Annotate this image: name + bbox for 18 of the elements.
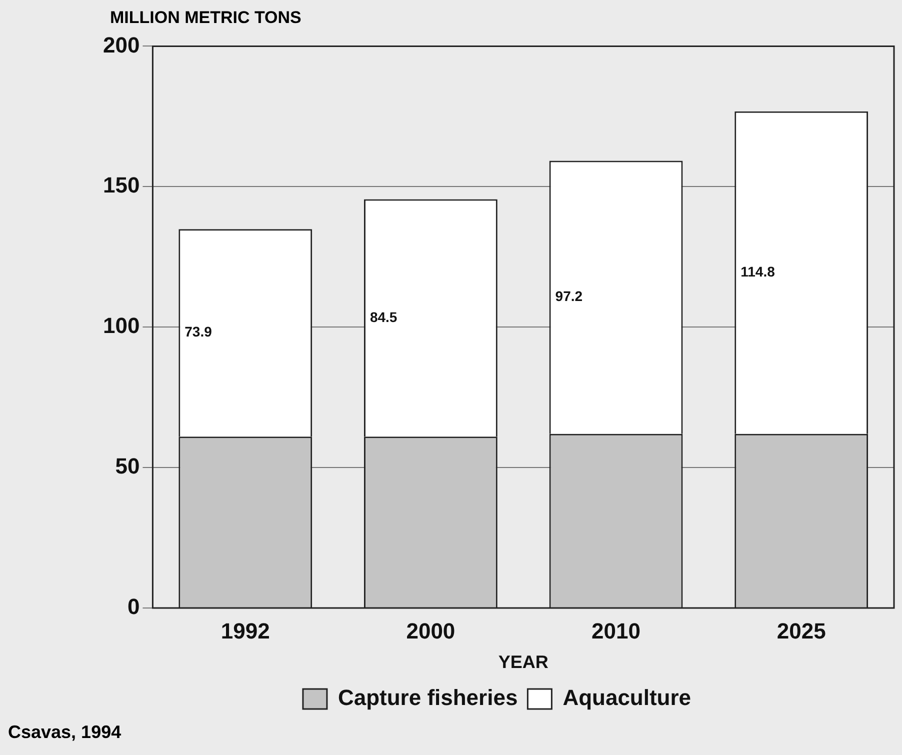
y-tick-label: 200 [102, 32, 140, 58]
data-label: 84.5 [370, 308, 398, 325]
y-tick-label: 100 [102, 313, 140, 338]
x-tick-label: 2010 [592, 618, 640, 644]
y-tick-label: 50 [115, 454, 140, 479]
x-tick-label: 1992 [220, 618, 270, 644]
data-label: 97.2 [555, 288, 583, 304]
text: Csavas, 1994 [8, 722, 122, 743]
legend-label: Capture fisheries [338, 685, 518, 710]
y-axis-title: MILLION METRIC TONS [110, 8, 302, 28]
y-tick-label: 150 [102, 172, 140, 198]
data-label: 73.9 [184, 324, 212, 340]
x-tick-label: 2025 [776, 618, 826, 644]
data-label: 114.8 [740, 263, 776, 280]
y-tick-label: 0 [127, 594, 140, 620]
legend-label: Aquaculture [562, 685, 692, 710]
x-tick-label: 2000 [406, 618, 456, 644]
x-axis-title: YEAR [498, 652, 548, 672]
